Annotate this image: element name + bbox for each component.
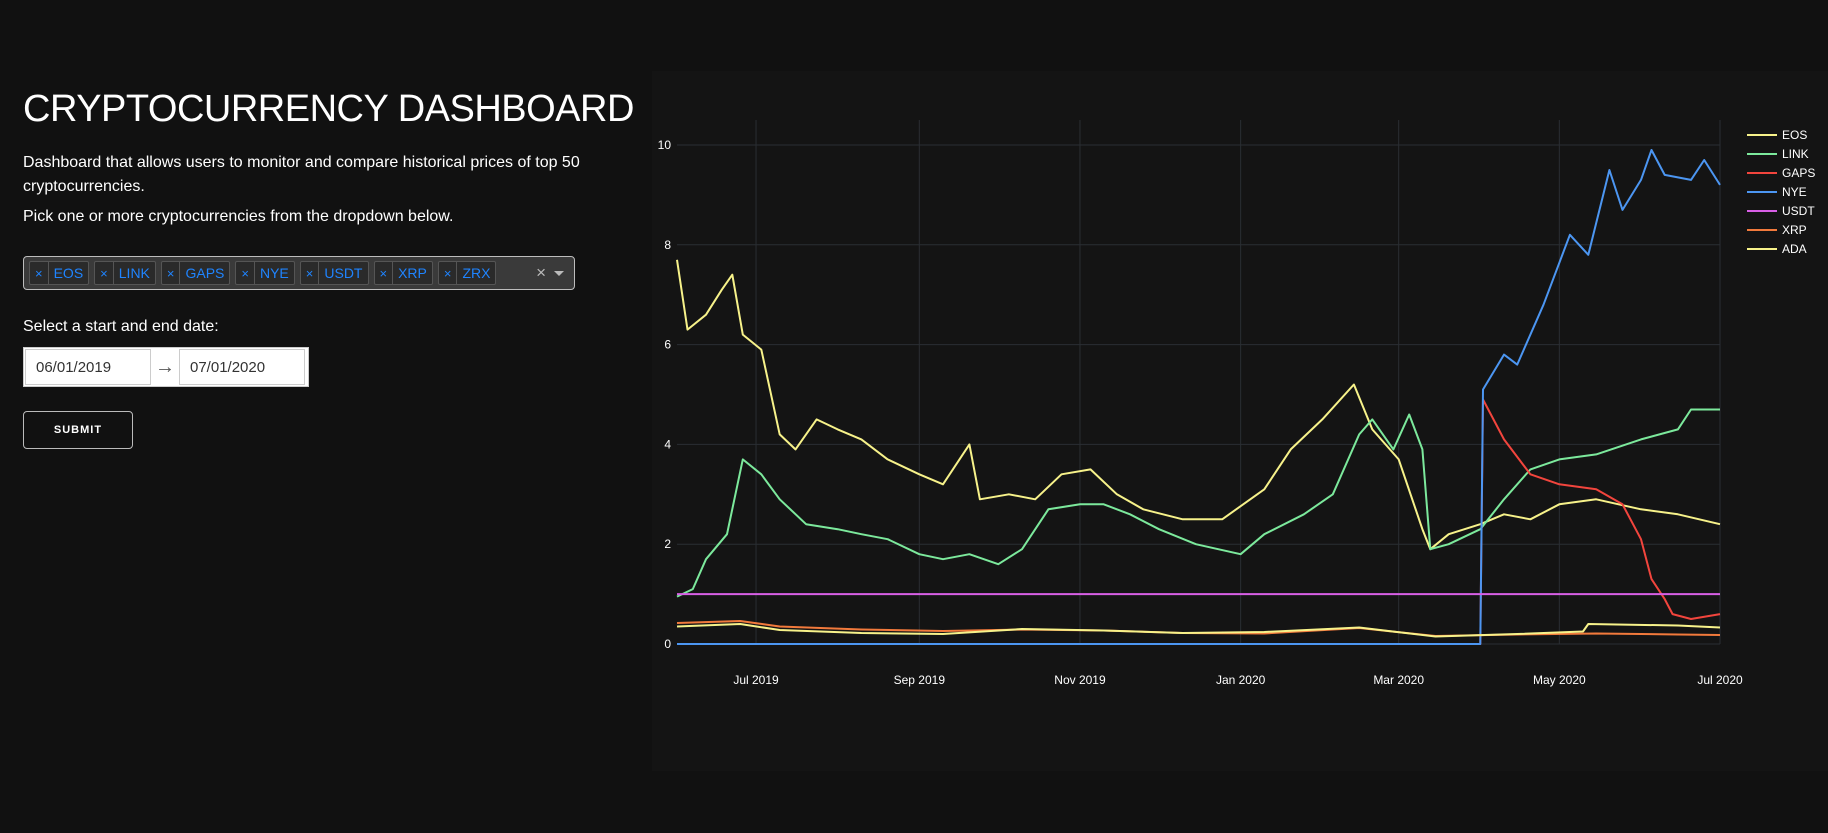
date-range-picker: 06/01/2019 → 07/01/2020 bbox=[23, 347, 309, 387]
price-chart-panel: 0 2 4 6 8 10 Jul 2019 Sep 2019 Nov 2019 Jan 2020 M… bbox=[652, 71, 1828, 771]
tag-label: XRP bbox=[398, 265, 427, 281]
date-range-label: Select a start and end date: bbox=[23, 318, 219, 335]
selected-tag-zrx: × ZRX bbox=[437, 261, 497, 285]
page-title: CRYPTOCURRENCY DASHBOARD bbox=[23, 88, 634, 130]
selected-tag-eos: × EOS bbox=[29, 261, 90, 285]
tag-label: ZRX bbox=[462, 265, 491, 281]
arrow-right-icon: → bbox=[155, 355, 175, 378]
chart-legend: EOS LINK GAPS NYE USDT XRP ADA bbox=[1747, 128, 1815, 256]
series-line-link bbox=[676, 408, 1720, 598]
chart-series bbox=[676, 149, 1721, 645]
x-tick-label: Jul 2020 bbox=[1697, 673, 1743, 687]
x-tick-label: Sep 2019 bbox=[894, 673, 946, 687]
y-tick-label: 6 bbox=[664, 338, 671, 352]
chevron-down-icon[interactable] bbox=[554, 271, 564, 276]
tag-label: NYE bbox=[259, 265, 289, 281]
tag-label: GAPS bbox=[185, 265, 225, 281]
tag-label: EOS bbox=[53, 265, 84, 281]
series-line-gaps bbox=[677, 398, 1721, 645]
y-tick-label: 0 bbox=[664, 637, 671, 651]
selected-tag-xrp: × XRP bbox=[373, 261, 433, 285]
legend-label-xrp: XRP bbox=[1782, 223, 1807, 237]
legend-label-ada: ADA bbox=[1782, 242, 1807, 256]
x-tick-label: Jan 2020 bbox=[1216, 673, 1266, 687]
tag-label: LINK bbox=[118, 265, 150, 281]
y-tick-label: 4 bbox=[664, 437, 671, 451]
x-tick-label: Mar 2020 bbox=[1373, 673, 1424, 687]
remove-tag-icon[interactable]: × bbox=[236, 262, 255, 284]
chart-grid bbox=[677, 120, 1721, 645]
y-tick-label: 8 bbox=[664, 238, 671, 252]
x-tick-label: May 2020 bbox=[1533, 673, 1586, 687]
tag-label: USDT bbox=[324, 265, 363, 281]
legend-label-gaps: GAPS bbox=[1782, 166, 1815, 180]
remove-tag-icon[interactable]: × bbox=[375, 262, 394, 284]
selected-tag-gaps: × GAPS bbox=[160, 261, 231, 285]
remove-tag-icon[interactable]: × bbox=[95, 262, 114, 284]
remove-tag-icon[interactable]: × bbox=[301, 262, 320, 284]
y-tick-label: 10 bbox=[658, 138, 672, 152]
dropdown-instruction: Pick one or more cryptocurrencies from t… bbox=[23, 208, 454, 225]
y-tick-label: 2 bbox=[664, 537, 671, 551]
dashboard-description: Dashboard that allows users to monitor a… bbox=[23, 154, 580, 195]
clear-all-icon[interactable]: × bbox=[536, 263, 546, 282]
legend-label-usdt: USDT bbox=[1782, 204, 1815, 218]
remove-tag-icon[interactable]: × bbox=[162, 262, 181, 284]
series-line-nye bbox=[677, 149, 1721, 645]
series-line-ada bbox=[676, 623, 1721, 638]
end-date-input[interactable]: 07/01/2020 bbox=[179, 349, 305, 385]
chart-axes: 0 2 4 6 8 10 Jul 2019 Sep 2019 Nov 2019 Jan 2020 M… bbox=[658, 138, 1743, 687]
x-tick-label: Jul 2019 bbox=[733, 673, 779, 687]
remove-tag-icon[interactable]: × bbox=[30, 262, 49, 284]
legend-label-link: LINK bbox=[1782, 147, 1809, 161]
remove-tag-icon[interactable]: × bbox=[439, 262, 458, 284]
selected-tag-link: × LINK bbox=[94, 261, 156, 285]
submit-button[interactable]: SUBMIT bbox=[23, 411, 133, 449]
selected-tag-nye: × NYE bbox=[235, 261, 295, 285]
legend-label-eos: EOS bbox=[1782, 128, 1807, 142]
crypto-multiselect[interactable]: × EOS × LINK × GAPS × NYE × USDT × XRP ×… bbox=[23, 256, 575, 290]
x-tick-label: Nov 2019 bbox=[1054, 673, 1106, 687]
start-date-input[interactable]: 06/01/2019 bbox=[25, 349, 151, 385]
legend-label-nye: NYE bbox=[1782, 185, 1807, 199]
series-line-eos bbox=[676, 259, 1721, 551]
price-chart[interactable]: 0 2 4 6 8 10 Jul 2019 Sep 2019 Nov 2019 Jan 2020 M… bbox=[652, 71, 1828, 771]
selected-tag-usdt: × USDT bbox=[299, 261, 369, 285]
